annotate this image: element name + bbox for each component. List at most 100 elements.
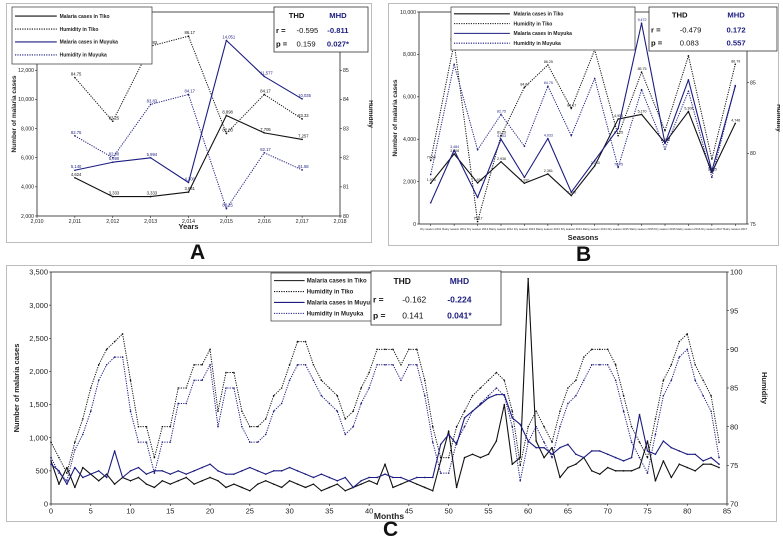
chart-b-series-3-point	[547, 85, 549, 87]
chart-b-data-label: 9,472	[638, 18, 647, 22]
chart-a-data-label: 80.25	[222, 203, 233, 208]
chart-c-series-2-point	[614, 456, 617, 459]
chart-c-series-1-point	[503, 379, 506, 382]
chart-c-series-0-point	[241, 486, 243, 489]
chart-c-series-1-point	[264, 418, 267, 420]
chart-c-series-3-point	[217, 425, 219, 428]
chart-a-series-3-point	[111, 156, 114, 159]
chart-c-series-1-point	[439, 456, 442, 459]
chart-c-series-1-point	[622, 394, 625, 397]
chart-c-y2tick-label: 75	[730, 461, 738, 470]
chart-c-series-1-point	[400, 364, 402, 366]
chart-c-series-2-point	[495, 393, 498, 396]
chart-c-series-0-point	[678, 463, 681, 466]
chart-c-series-3-point	[702, 394, 704, 397]
chart-b-series-3-point	[453, 63, 455, 66]
chart-c-xtick-label: 55	[484, 507, 492, 516]
chart-c-series-1-point	[129, 379, 132, 382]
chart-c-series-1-point	[233, 371, 235, 374]
chart-a-legend-label: Malaria cases in Muyuka	[60, 40, 119, 46]
chart-c-series-0-point	[487, 453, 490, 456]
chart-c-series-1-point	[710, 394, 712, 397]
chart-c-series-1-point	[694, 364, 696, 366]
chart-c-series-1-point	[416, 348, 418, 351]
chart-a-xlabel: Years	[178, 222, 198, 231]
chart-c-series-3-point	[320, 394, 323, 397]
chart-c-series-1-point	[185, 387, 187, 389]
chart-c-series-2-point	[622, 460, 625, 462]
chart-a-data-label: 83.33	[298, 113, 309, 118]
chart-c-xtick-label: 10	[126, 507, 134, 516]
chart-b-xtick-label: Dry season 2013	[514, 227, 536, 231]
chart-b-ylabel: Number of malaria cases	[392, 79, 399, 156]
chart-b-series-2-line	[430, 22, 736, 204]
chart-c-series-1-point	[670, 364, 673, 366]
chart-c-series-3-point	[225, 387, 227, 389]
chart-c-series-1-point	[718, 441, 720, 443]
chart-c-series-2-point	[97, 470, 100, 472]
chart-c-series-3-point	[431, 441, 434, 443]
chart-c-series-1-point	[193, 364, 195, 366]
chart-c-series-2-point	[598, 450, 601, 452]
chart-a-series-3-point	[263, 151, 266, 154]
chart-c-series-1-point	[344, 418, 347, 420]
chart-a-series-0-point	[111, 195, 114, 198]
chart-b-series-3-point	[593, 77, 596, 80]
chart-c-svg: 05001,0001,5002,0002,5003,0003,500707580…	[12, 268, 769, 521]
chart-c-series-0-point	[97, 480, 100, 482]
chart-c-series-0-point	[694, 470, 696, 472]
chart-c-series-3-point	[280, 402, 283, 405]
chart-c-series-3-point	[105, 364, 108, 366]
panel-b: 0 2,000 4,000 6,000 8,000 10,000 75 80 85 Dry sea…	[388, 3, 780, 246]
panel-label-c: C	[383, 518, 399, 541]
chart-a-series-2-point	[187, 181, 190, 184]
chart-b-xtick-label: Rainy season 2014	[583, 227, 607, 231]
chart-b-series-3-point	[523, 145, 526, 148]
chart-c-series-0-point	[567, 466, 569, 469]
chart-b-svg: 0 2,000 4,000 6,000 8,000 10,000 75 80 85 Dry sea…	[392, 6, 780, 242]
chart-c-series-3-point	[479, 402, 482, 405]
chart-c-series-1-point	[423, 379, 426, 382]
chart-c-series-2-point	[439, 443, 442, 446]
chart-c-series-3-point	[511, 425, 514, 428]
chart-c-stats-r-label: r =	[373, 294, 384, 304]
chart-c-series-1-point	[686, 333, 689, 335]
chart-a-xtick-label: 2,017	[296, 219, 309, 225]
chart-c-series-1-point	[519, 464, 522, 467]
chart-b-data-label: 5,308	[684, 106, 693, 110]
chart-b-legend-label: Malaria cases in Muyuka	[514, 31, 573, 37]
chart-c-series-2-point	[718, 463, 720, 466]
chart-c-series-3-point	[66, 480, 68, 482]
chart-c-series-2-point	[185, 473, 187, 475]
chart-c-series-3-point	[50, 456, 52, 459]
chart-c-series-1-point	[97, 364, 100, 366]
chart-c-series-0-point	[503, 403, 506, 406]
chart-c-series-2-point	[280, 470, 283, 472]
chart-c-xlabel: Months	[374, 511, 404, 521]
chart-c-series-2-point	[416, 476, 418, 479]
chart-c-series-0-point	[559, 476, 561, 479]
chart-a-data-label: 82.00	[109, 152, 120, 157]
chart-c-series-0-point	[447, 430, 450, 432]
chart-c-series-2-point	[217, 470, 219, 472]
chart-a-ytick-label: 12,000	[18, 68, 34, 74]
chart-c-series-2-point	[447, 433, 450, 436]
chart-b-series-2-point	[593, 159, 596, 162]
chart-c-series-0-point	[177, 480, 180, 482]
chart-c-series-3-point	[256, 441, 259, 443]
chart-c-series-1-point	[328, 387, 331, 389]
chart-a-series-2-point	[263, 75, 266, 78]
chart-c-series-2-point	[145, 473, 148, 475]
chart-a-series-1-point	[225, 132, 228, 135]
chart-c-series-3-point	[249, 441, 251, 443]
chart-b-data-label: 81.25	[614, 131, 623, 135]
chart-b-series-1-point	[640, 71, 643, 73]
chart-c-series-0-point	[129, 480, 132, 482]
chart-a-y2tick-label: 84	[343, 97, 349, 103]
chart-b-series-1-point	[429, 159, 432, 162]
chart-a-xtick-label: 2,018	[334, 219, 347, 225]
chart-c-series-3-point	[646, 472, 649, 474]
chart-b-stats-p-label: p =	[651, 39, 663, 48]
chart-c-series-2-point	[304, 473, 307, 475]
chart-c-series-0-point	[519, 456, 522, 459]
